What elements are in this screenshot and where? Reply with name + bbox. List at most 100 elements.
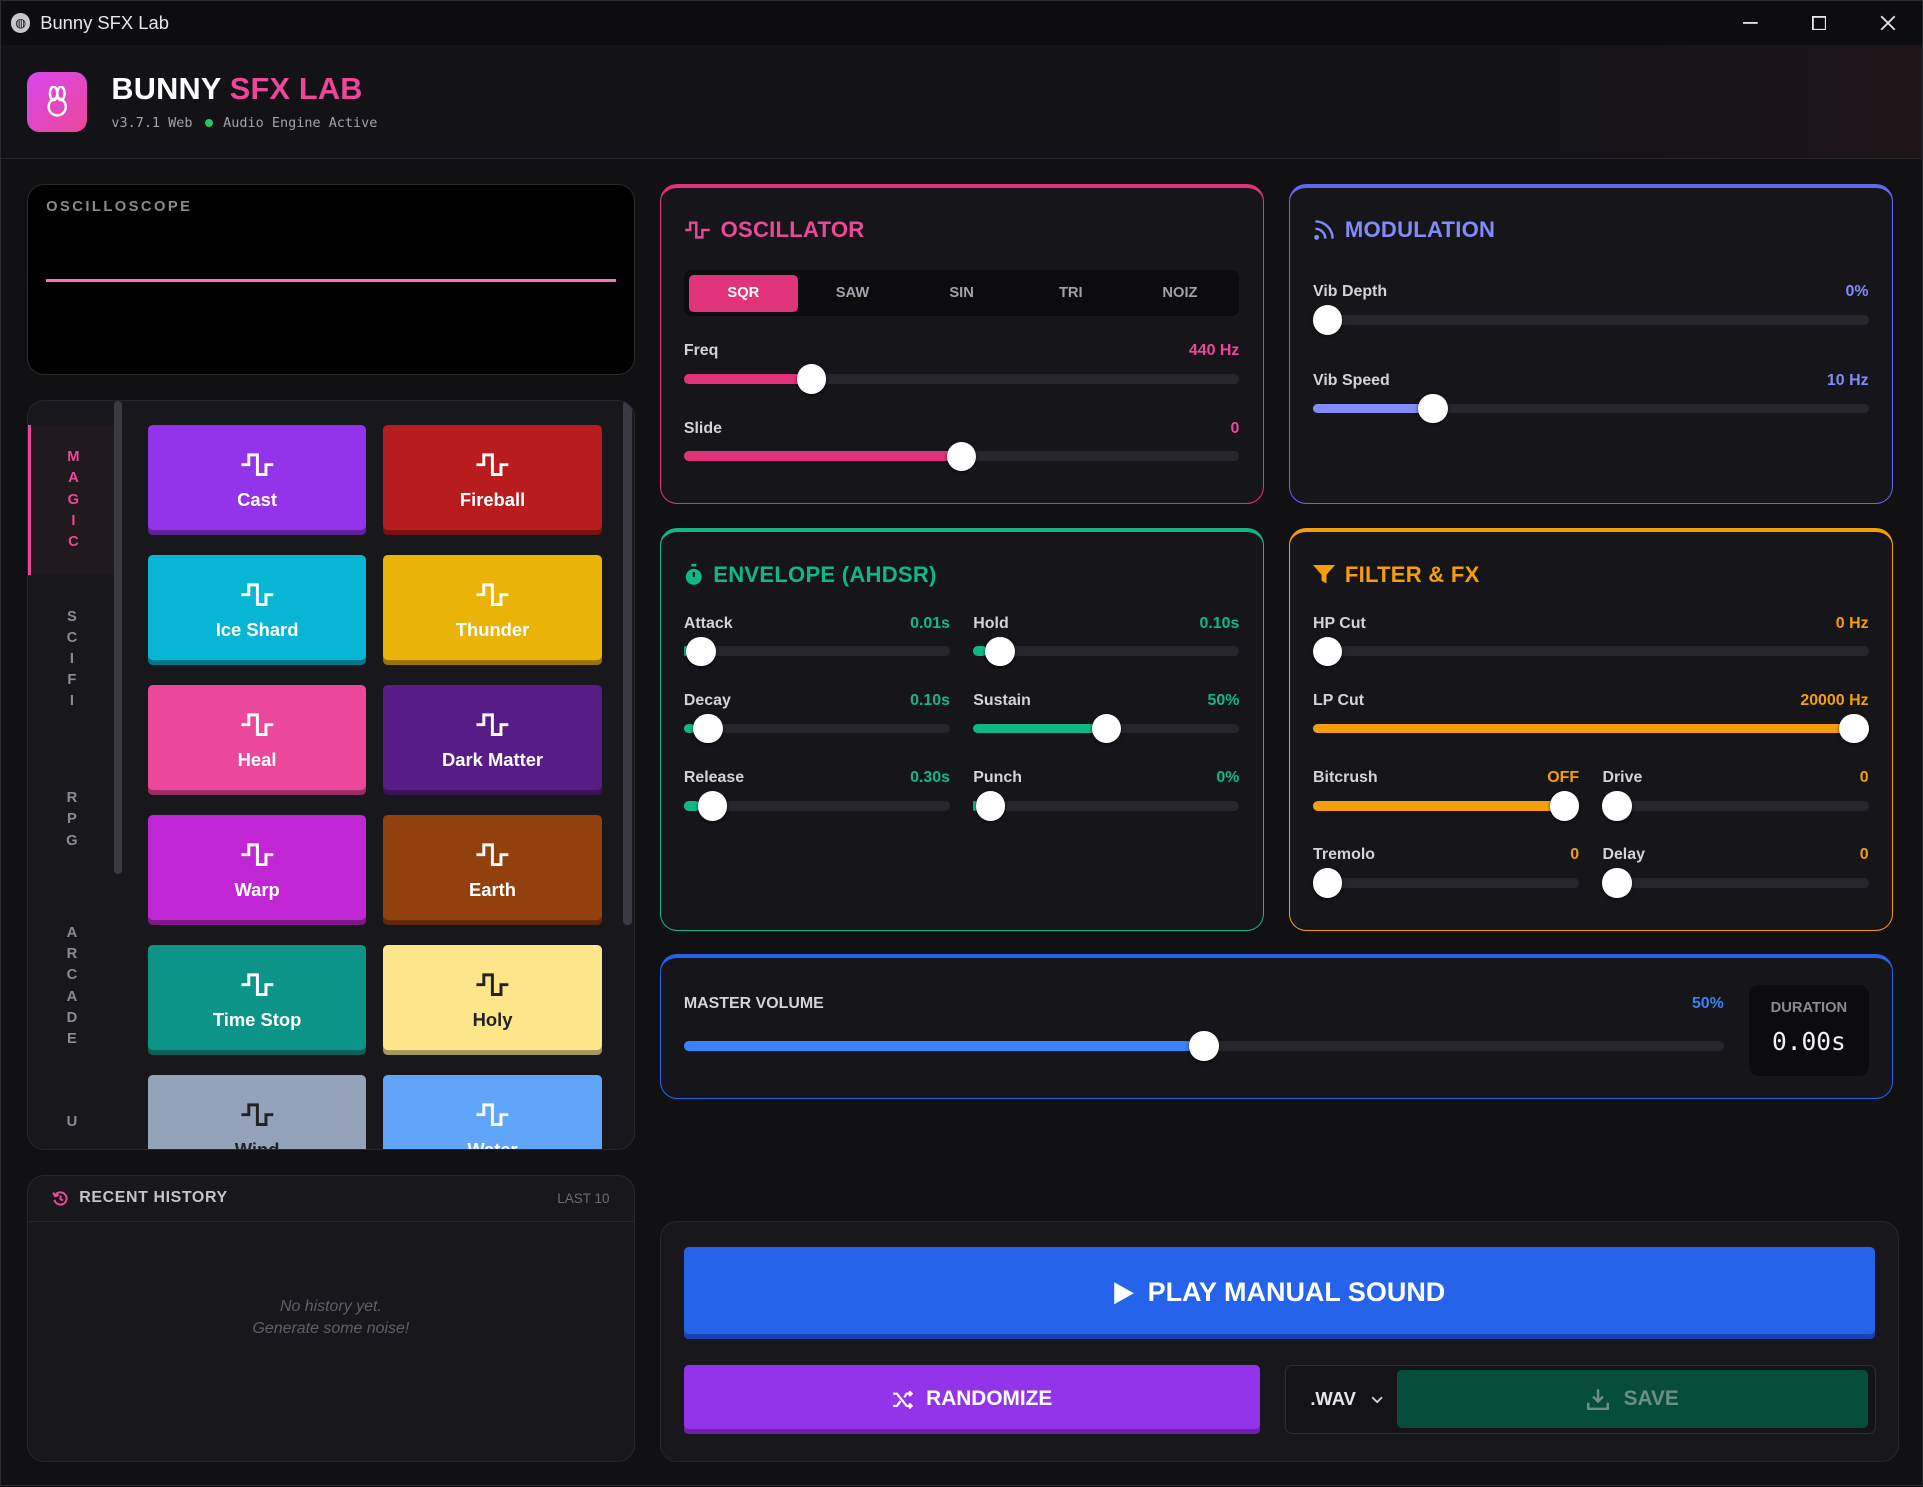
slider-thumb[interactable] bbox=[1839, 713, 1869, 744]
slider-fill bbox=[973, 646, 987, 657]
slider-track[interactable] bbox=[683, 791, 950, 821]
preset-tile[interactable]: Water bbox=[383, 1075, 602, 1150]
tremolo-slider[interactable]: Tremolo 0 bbox=[1313, 846, 1580, 898]
preset-name: Cast bbox=[237, 488, 277, 510]
preset-scrollbar[interactable] bbox=[623, 400, 632, 926]
wave-button-sqr[interactable]: SQR bbox=[688, 274, 798, 312]
wave-button-sin[interactable]: SIN bbox=[949, 285, 974, 302]
play-manual-sound-button[interactable]: PLAY MANUAL SOUND bbox=[683, 1246, 1875, 1339]
bitcrush-slider[interactable]: Bitcrush OFF bbox=[1313, 769, 1580, 821]
slider-track[interactable] bbox=[973, 636, 1240, 666]
slider-track[interactable] bbox=[683, 713, 950, 744]
slider-value: 50% bbox=[1207, 691, 1240, 709]
version-text: v3.7.1 Web bbox=[111, 114, 193, 131]
slider-fill bbox=[973, 800, 976, 811]
title-bar: ◍ Bunny SFX Lab bbox=[1, 1, 1922, 46]
minimize-button[interactable] bbox=[1716, 1, 1785, 45]
slider-thumb[interactable] bbox=[1602, 868, 1632, 898]
preset-name: Thunder bbox=[455, 618, 530, 640]
preset-tile[interactable]: Time Stop bbox=[147, 945, 367, 1056]
slider-track[interactable] bbox=[1313, 791, 1580, 821]
slider-track[interactable] bbox=[973, 791, 1240, 821]
decay-slider[interactable]: Decay 0.10s bbox=[683, 692, 950, 744]
slider-track[interactable] bbox=[1602, 868, 1869, 898]
slider-thumb[interactable] bbox=[686, 636, 716, 666]
slider-thumb[interactable] bbox=[1418, 393, 1448, 424]
format-select[interactable]: .WAV bbox=[1310, 1366, 1383, 1433]
delay-slider[interactable]: Delay 0 bbox=[1602, 846, 1869, 898]
preset-tile[interactable]: Thunder bbox=[383, 555, 602, 666]
preset-name: Fireball bbox=[459, 488, 526, 510]
slider-value: 10 Hz bbox=[1826, 371, 1869, 389]
attack-slider[interactable]: Attack 0.01s bbox=[683, 615, 950, 666]
sustain-slider[interactable]: Sustain 50% bbox=[973, 691, 1240, 744]
category-tab-u[interactable]: U bbox=[28, 1112, 116, 1133]
slider-value: 0% bbox=[1845, 283, 1869, 301]
slider-thumb[interactable] bbox=[1602, 791, 1632, 821]
wave-button-saw[interactable]: SAW bbox=[835, 285, 870, 302]
category-scrollbar[interactable] bbox=[113, 400, 123, 874]
save-button[interactable]: SAVE bbox=[1397, 1370, 1869, 1429]
lp-cut-slider[interactable]: LP Cut 20000 Hz bbox=[1313, 692, 1869, 744]
preset-tile[interactable]: Heal bbox=[147, 685, 367, 796]
slider-value: 0 Hz bbox=[1835, 614, 1869, 632]
slider-thumb[interactable] bbox=[1549, 791, 1580, 821]
slider-thumb[interactable] bbox=[1313, 305, 1343, 335]
release-slider[interactable]: Release 0.30s bbox=[683, 769, 950, 821]
slider-thumb[interactable] bbox=[1313, 868, 1343, 898]
slider-track[interactable] bbox=[1313, 305, 1869, 335]
preset-tile[interactable]: Warp bbox=[147, 815, 367, 926]
maximize-button[interactable] bbox=[1785, 1, 1854, 45]
slider-thumb[interactable] bbox=[693, 713, 723, 744]
vib-depth-slider[interactable]: Vib Depth 0% bbox=[1313, 283, 1869, 335]
hp-cut-slider[interactable]: HP Cut 0 Hz bbox=[1313, 614, 1869, 666]
randomize-button[interactable]: RANDOMIZE bbox=[683, 1364, 1261, 1435]
master-volume-value: 50% bbox=[1691, 994, 1724, 1012]
slider-thumb[interactable] bbox=[1091, 713, 1122, 744]
slider-track[interactable] bbox=[683, 1031, 1724, 1061]
freq-slider[interactable]: Freq 440 Hz bbox=[683, 342, 1240, 394]
preset-tile[interactable]: Cast bbox=[147, 425, 367, 536]
vib-speed-slider[interactable]: Vib Speed 10 Hz bbox=[1313, 371, 1869, 424]
slider-track[interactable] bbox=[973, 713, 1240, 744]
slider-track[interactable] bbox=[1313, 393, 1869, 424]
slider-thumb[interactable] bbox=[1189, 1031, 1219, 1061]
preset-tile[interactable]: Ice Shard bbox=[147, 555, 367, 666]
slider-thumb[interactable] bbox=[946, 441, 977, 471]
history-header: RECENT HISTORY LAST 10 bbox=[27, 1176, 635, 1223]
oscilloscope-trace bbox=[46, 279, 616, 282]
wave-button-noiz[interactable]: NOIZ bbox=[1162, 285, 1198, 302]
slider-label: Sustain bbox=[973, 691, 1031, 709]
punch-slider[interactable]: Punch 0% bbox=[973, 769, 1240, 821]
slider-track[interactable] bbox=[683, 364, 1240, 394]
slide-slider[interactable]: Slide 0 bbox=[683, 420, 1240, 471]
slider-thumb[interactable] bbox=[698, 791, 728, 821]
slider-track[interactable] bbox=[1602, 791, 1869, 821]
slider-thumb[interactable] bbox=[1313, 636, 1343, 666]
category-letter: M bbox=[67, 449, 80, 466]
close-button[interactable] bbox=[1853, 1, 1922, 45]
slider-track[interactable] bbox=[1313, 713, 1869, 744]
drive-slider[interactable]: Drive 0 bbox=[1602, 769, 1869, 821]
slider-thumb[interactable] bbox=[985, 636, 1015, 666]
slider-thumb[interactable] bbox=[796, 364, 827, 394]
slider-thumb[interactable] bbox=[975, 791, 1006, 821]
preset-tile[interactable]: Holy bbox=[383, 945, 602, 1056]
slider-track[interactable] bbox=[683, 636, 950, 666]
preset-tile[interactable]: Wind bbox=[147, 1075, 367, 1150]
wave-button-tri[interactable]: TRI bbox=[1058, 285, 1083, 302]
slider-track[interactable] bbox=[1313, 636, 1869, 666]
history-panel: RECENT HISTORY LAST 10 No history yet. G… bbox=[26, 1174, 636, 1462]
category-letter: A bbox=[66, 925, 78, 942]
slider-track[interactable] bbox=[683, 441, 1240, 471]
preset-tile[interactable]: Earth bbox=[383, 815, 602, 926]
preset-tile[interactable]: Dark Matter bbox=[383, 685, 602, 796]
hold-slider[interactable]: Hold 0.10s bbox=[973, 615, 1240, 666]
slider-track[interactable] bbox=[1313, 868, 1580, 898]
category-letter: C bbox=[66, 629, 78, 646]
preset-tile[interactable]: Fireball bbox=[383, 425, 602, 536]
